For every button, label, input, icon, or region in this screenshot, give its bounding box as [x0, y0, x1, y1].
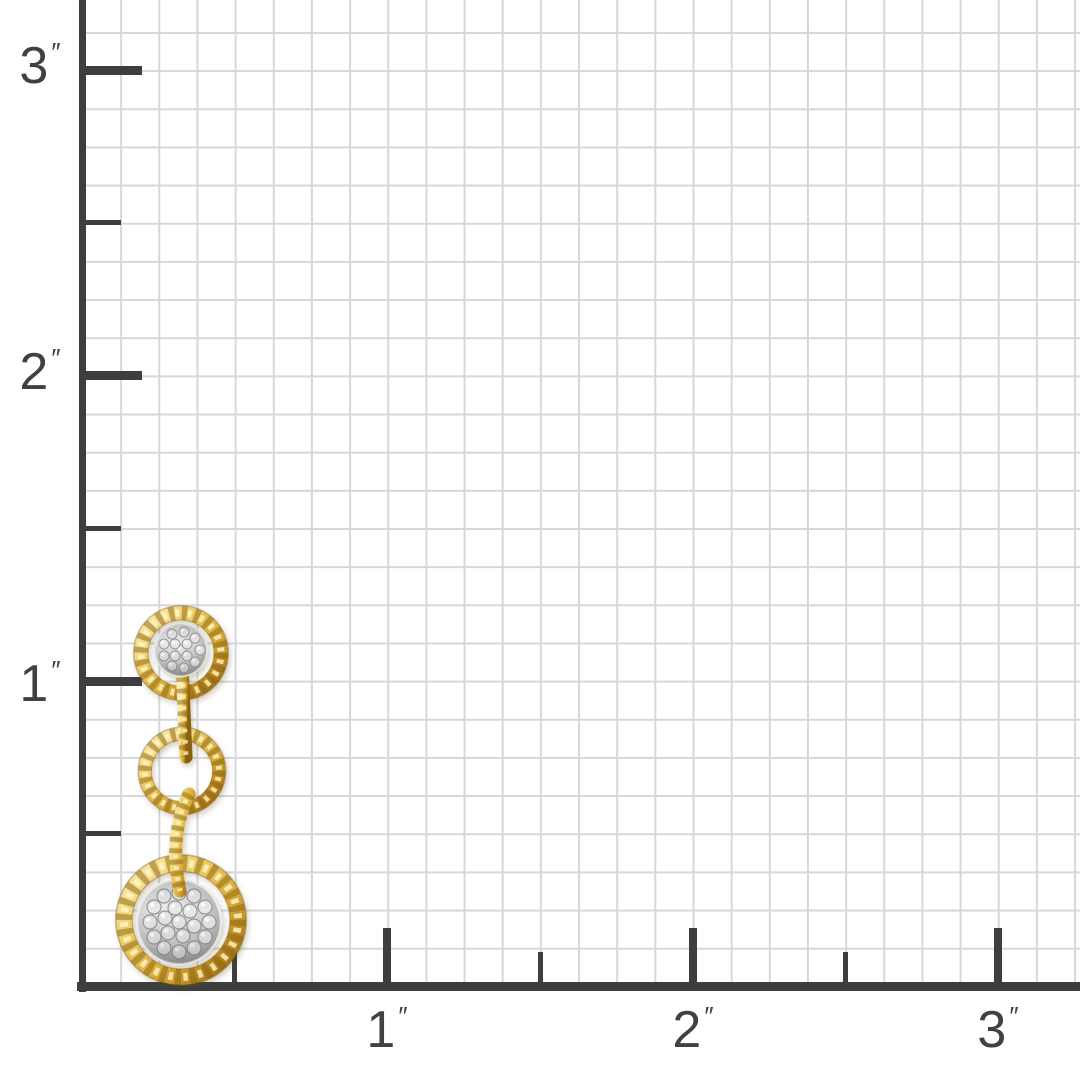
x-axis-label-1in: 1 ″ — [345, 1001, 429, 1059]
rope-highlight — [179, 665, 189, 758]
inch-mark: ″ — [51, 655, 61, 685]
pave-shading — [137, 880, 221, 964]
y-major-tick-1in — [82, 677, 142, 686]
x-axis-label-2in: 2 ″ — [651, 1001, 735, 1059]
y-axis-label-3in: 3 ″ — [8, 37, 72, 95]
y-axis-label-3in-value: 3 — [19, 37, 49, 95]
top-pave-disc — [154, 623, 208, 677]
y-minor-tick-0-5in — [82, 831, 121, 836]
x-axis-label-2in-value: 2 — [672, 1001, 702, 1059]
bottom-pave-disc — [135, 878, 223, 966]
x-minor-tick-2-5in — [843, 952, 848, 986]
link-bottom — [169, 787, 196, 898]
inch-mark: ″ — [1009, 1001, 1019, 1031]
y-major-tick-3in — [82, 66, 142, 75]
rope-texture — [116, 855, 246, 985]
grid-background — [82, 0, 1080, 986]
y-axis-label-2in-value: 2 — [19, 343, 49, 401]
x-major-tick-1in — [383, 928, 391, 986]
pave-shading — [155, 624, 207, 676]
inch-mark: ″ — [51, 343, 61, 373]
x-major-tick-3in — [994, 928, 1002, 986]
y-minor-tick-2-5in — [82, 220, 121, 225]
rope-texture — [175, 665, 193, 758]
inch-mark: ″ — [398, 1001, 408, 1031]
y-axis-label-1in-value: 1 — [19, 655, 49, 713]
y-major-tick-2in — [82, 371, 142, 380]
inch-mark: ″ — [704, 1001, 714, 1031]
x-axis-label-1in-value: 1 — [366, 1001, 396, 1059]
x-axis-label-3in: 3 ″ — [956, 1001, 1040, 1059]
y-axis-line — [79, 0, 86, 992]
y-axis-label-2in: 2 ″ — [8, 343, 72, 401]
x-minor-tick-0-5in — [232, 952, 237, 986]
x-minor-tick-1-5in — [538, 952, 543, 986]
x-axis-line — [77, 982, 1080, 991]
inch-mark: ″ — [51, 37, 61, 67]
y-axis-label-1in: 1 ″ — [8, 655, 72, 713]
rope-texture — [169, 791, 195, 893]
rope-texture — [134, 606, 228, 700]
rope-highlight — [173, 792, 192, 892]
x-axis-label-3in-value: 3 — [977, 1001, 1007, 1059]
y-minor-tick-1-5in — [82, 526, 121, 531]
link-top — [175, 659, 193, 764]
rope-texture — [138, 727, 226, 815]
x-major-tick-2in — [689, 928, 697, 986]
